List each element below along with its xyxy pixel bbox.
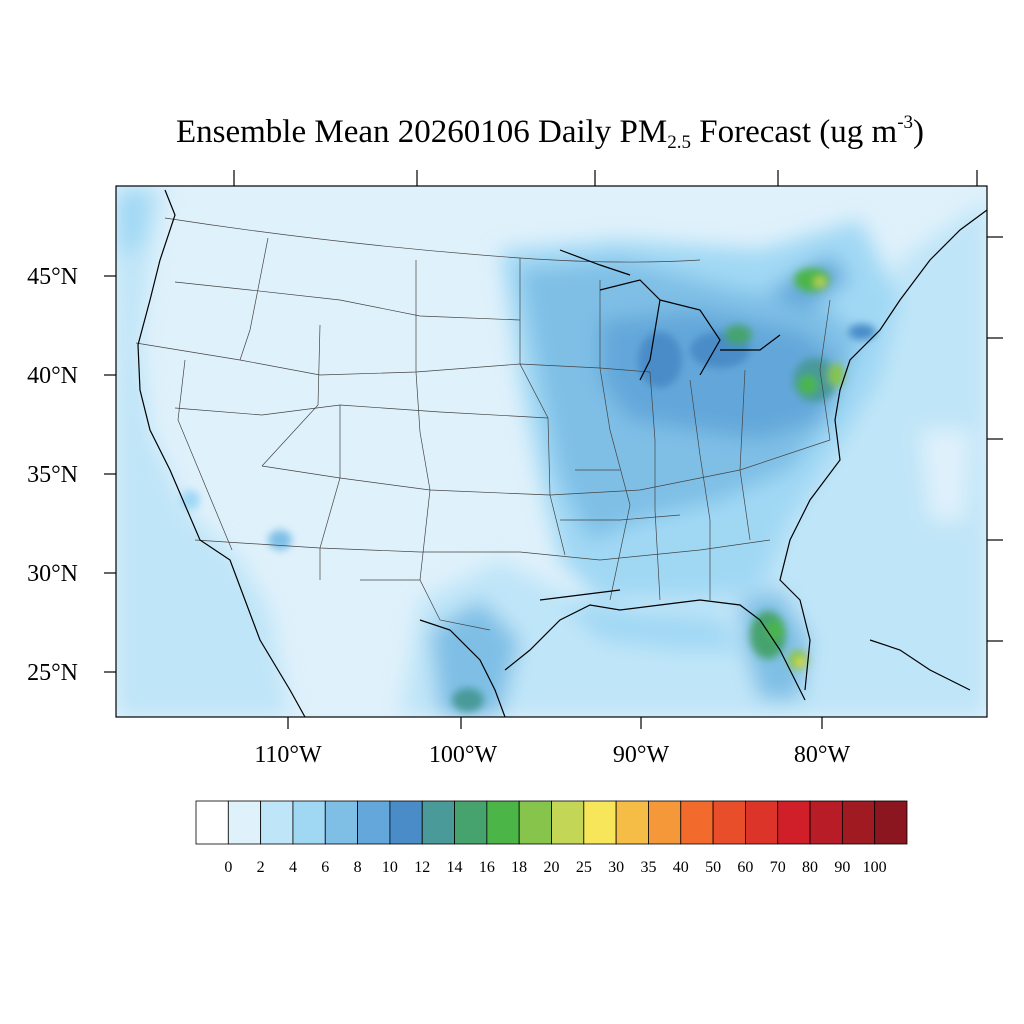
lat-label-25n: 25°N <box>27 660 78 686</box>
latitude-labels: 45°N 40°N 35°N 30°N 25°N <box>27 264 78 686</box>
colorbar-label: 10 <box>382 859 398 876</box>
lon-label-90w: 90°W <box>613 742 670 768</box>
colorbar-swatch <box>551 800 585 845</box>
colorbar-swatch <box>260 800 294 845</box>
colorbar-swatch <box>648 800 682 845</box>
colorbar-label: 8 <box>354 859 362 876</box>
colorbar-label: 2 <box>257 859 265 876</box>
colorbar-swatch <box>583 800 617 845</box>
colorbar-swatch <box>421 800 455 845</box>
colorbar-label: 0 <box>224 859 232 876</box>
colorbar-swatch <box>777 800 811 845</box>
colorbar-swatch <box>518 800 552 845</box>
lat-label-35n: 35°N <box>27 462 78 488</box>
colorbar-label: 40 <box>673 859 689 876</box>
lat-label-30n: 30°N <box>27 561 78 587</box>
colorbar-swatch <box>195 800 229 845</box>
colorbar-label: 6 <box>321 859 329 876</box>
colorbar-label: 12 <box>414 859 430 876</box>
map-field <box>116 186 987 717</box>
lon-label-80w: 80°W <box>794 742 851 768</box>
colorbar-label: 4 <box>289 859 297 876</box>
colorbar: 0 2 4 6 8 10 12 14 16 18 20 25 30 35 40 50 60 70 80 90 100 <box>195 800 908 876</box>
colorbar-swatch <box>357 800 391 845</box>
colorbar-label: 100 <box>863 859 887 876</box>
colorbar-label: 50 <box>705 859 721 876</box>
colorbar-swatch <box>680 800 714 845</box>
colorbar-swatch <box>809 800 843 845</box>
colorbar-label: 60 <box>737 859 753 876</box>
colorbar-swatch <box>389 800 423 845</box>
colorbar-label: 90 <box>834 859 850 876</box>
map-frame <box>115 185 988 718</box>
colorbar-label: 20 <box>544 859 560 876</box>
colorbar-label: 30 <box>608 859 624 876</box>
colorbar-swatch <box>841 800 876 845</box>
colorbar-label: 25 <box>576 859 592 876</box>
colorbar-label: 35 <box>640 859 656 876</box>
lon-label-110w: 110°W <box>254 742 322 768</box>
colorbar-swatch <box>615 800 649 845</box>
longitude-labels: 110°W 100°W 90°W 80°W <box>254 742 850 768</box>
colorbar-swatch <box>486 800 520 845</box>
colorbar-swatch <box>227 800 262 845</box>
colorbar-swatch <box>454 800 488 845</box>
map-title: Ensemble Mean 20260106 Daily PM2.5 Forec… <box>175 112 925 153</box>
colorbar-label: 18 <box>511 859 527 876</box>
lon-label-100w: 100°W <box>429 742 498 768</box>
lat-label-45n: 45°N <box>27 264 78 290</box>
colorbar-label: 70 <box>770 859 786 876</box>
colorbar-swatch <box>324 800 358 845</box>
colorbar-swatch <box>874 800 908 845</box>
colorbar-swatch <box>745 800 779 845</box>
colorbar-label: 16 <box>479 859 495 876</box>
colorbar-swatch <box>292 800 326 845</box>
lat-label-40n: 40°N <box>27 363 78 389</box>
colorbar-label: 80 <box>802 859 818 876</box>
colorbar-label: 14 <box>447 859 463 876</box>
colorbar-swatch <box>712 800 746 845</box>
